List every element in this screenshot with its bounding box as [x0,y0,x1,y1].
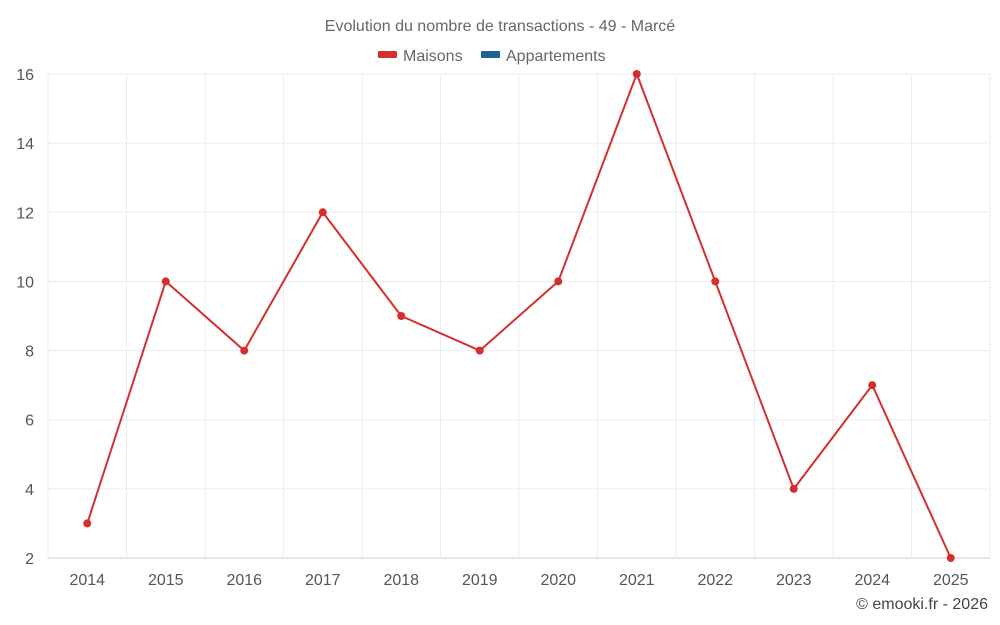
x-tick-label: 2025 [933,572,969,589]
legend-item-appartements[interactable]: Appartements [481,48,606,65]
legend-label-maisons: Maisons [403,48,463,65]
legend-item-maisons[interactable]: Maisons [378,48,463,65]
data-point-maisons-2025[interactable] [946,554,955,562]
x-tick-label: 2021 [619,572,655,589]
data-point-maisons-2023[interactable] [789,484,798,493]
x-tick-label: 2019 [462,572,498,589]
plot-area [83,70,955,562]
x-tick-label: 2016 [226,572,262,589]
y-tick-label: 16 [16,67,34,84]
y-tick-label: 8 [25,344,34,361]
data-point-maisons-2020[interactable] [554,277,563,286]
x-tick-label: 2014 [69,572,105,589]
x-tick-label: 2024 [854,572,890,589]
y-axis: 2 4 6 8 10 12 14 16 [16,67,34,568]
x-axis: 2014 2015 2016 2017 2018 2019 2020 2021 2022 2023… [48,557,990,589]
y-tick-label: 2 [25,551,34,568]
y-tick-label: 6 [25,413,34,430]
data-point-maisons-2019[interactable] [475,346,484,355]
data-point-maisons-2021[interactable] [632,70,641,78]
data-point-maisons-2024[interactable] [868,381,877,390]
x-tick-label: 2023 [776,572,812,589]
legend-swatch-maisons [378,51,397,58]
x-tick-label: 2022 [697,572,733,589]
legend: Maisons Appartements [378,48,606,65]
y-tick-label: 4 [25,482,34,499]
legend-label-appartements: Appartements [506,48,606,65]
legend-swatch-appartements [481,51,500,58]
data-point-maisons-2016[interactable] [240,346,249,355]
data-point-maisons-2018[interactable] [397,312,406,320]
data-point-maisons-2017[interactable] [318,208,327,217]
data-point-maisons-2022[interactable] [711,277,720,286]
x-tick-label: 2015 [148,572,184,589]
y-tick-label: 14 [16,136,34,153]
y-tick-label: 12 [16,205,34,222]
y-tick-label: 10 [16,274,34,291]
chart-title: Evolution du nombre de transactions - 49… [325,18,676,35]
x-tick-label: 2020 [540,572,576,589]
series-line-maisons [86,73,952,559]
data-point-maisons-2015[interactable] [161,277,170,286]
x-tick-label: 2017 [305,572,341,589]
data-point-maisons-2014[interactable] [83,519,92,528]
credit-text: © emooki.fr - 2026 [856,596,988,613]
x-tick-label: 2018 [383,572,419,589]
